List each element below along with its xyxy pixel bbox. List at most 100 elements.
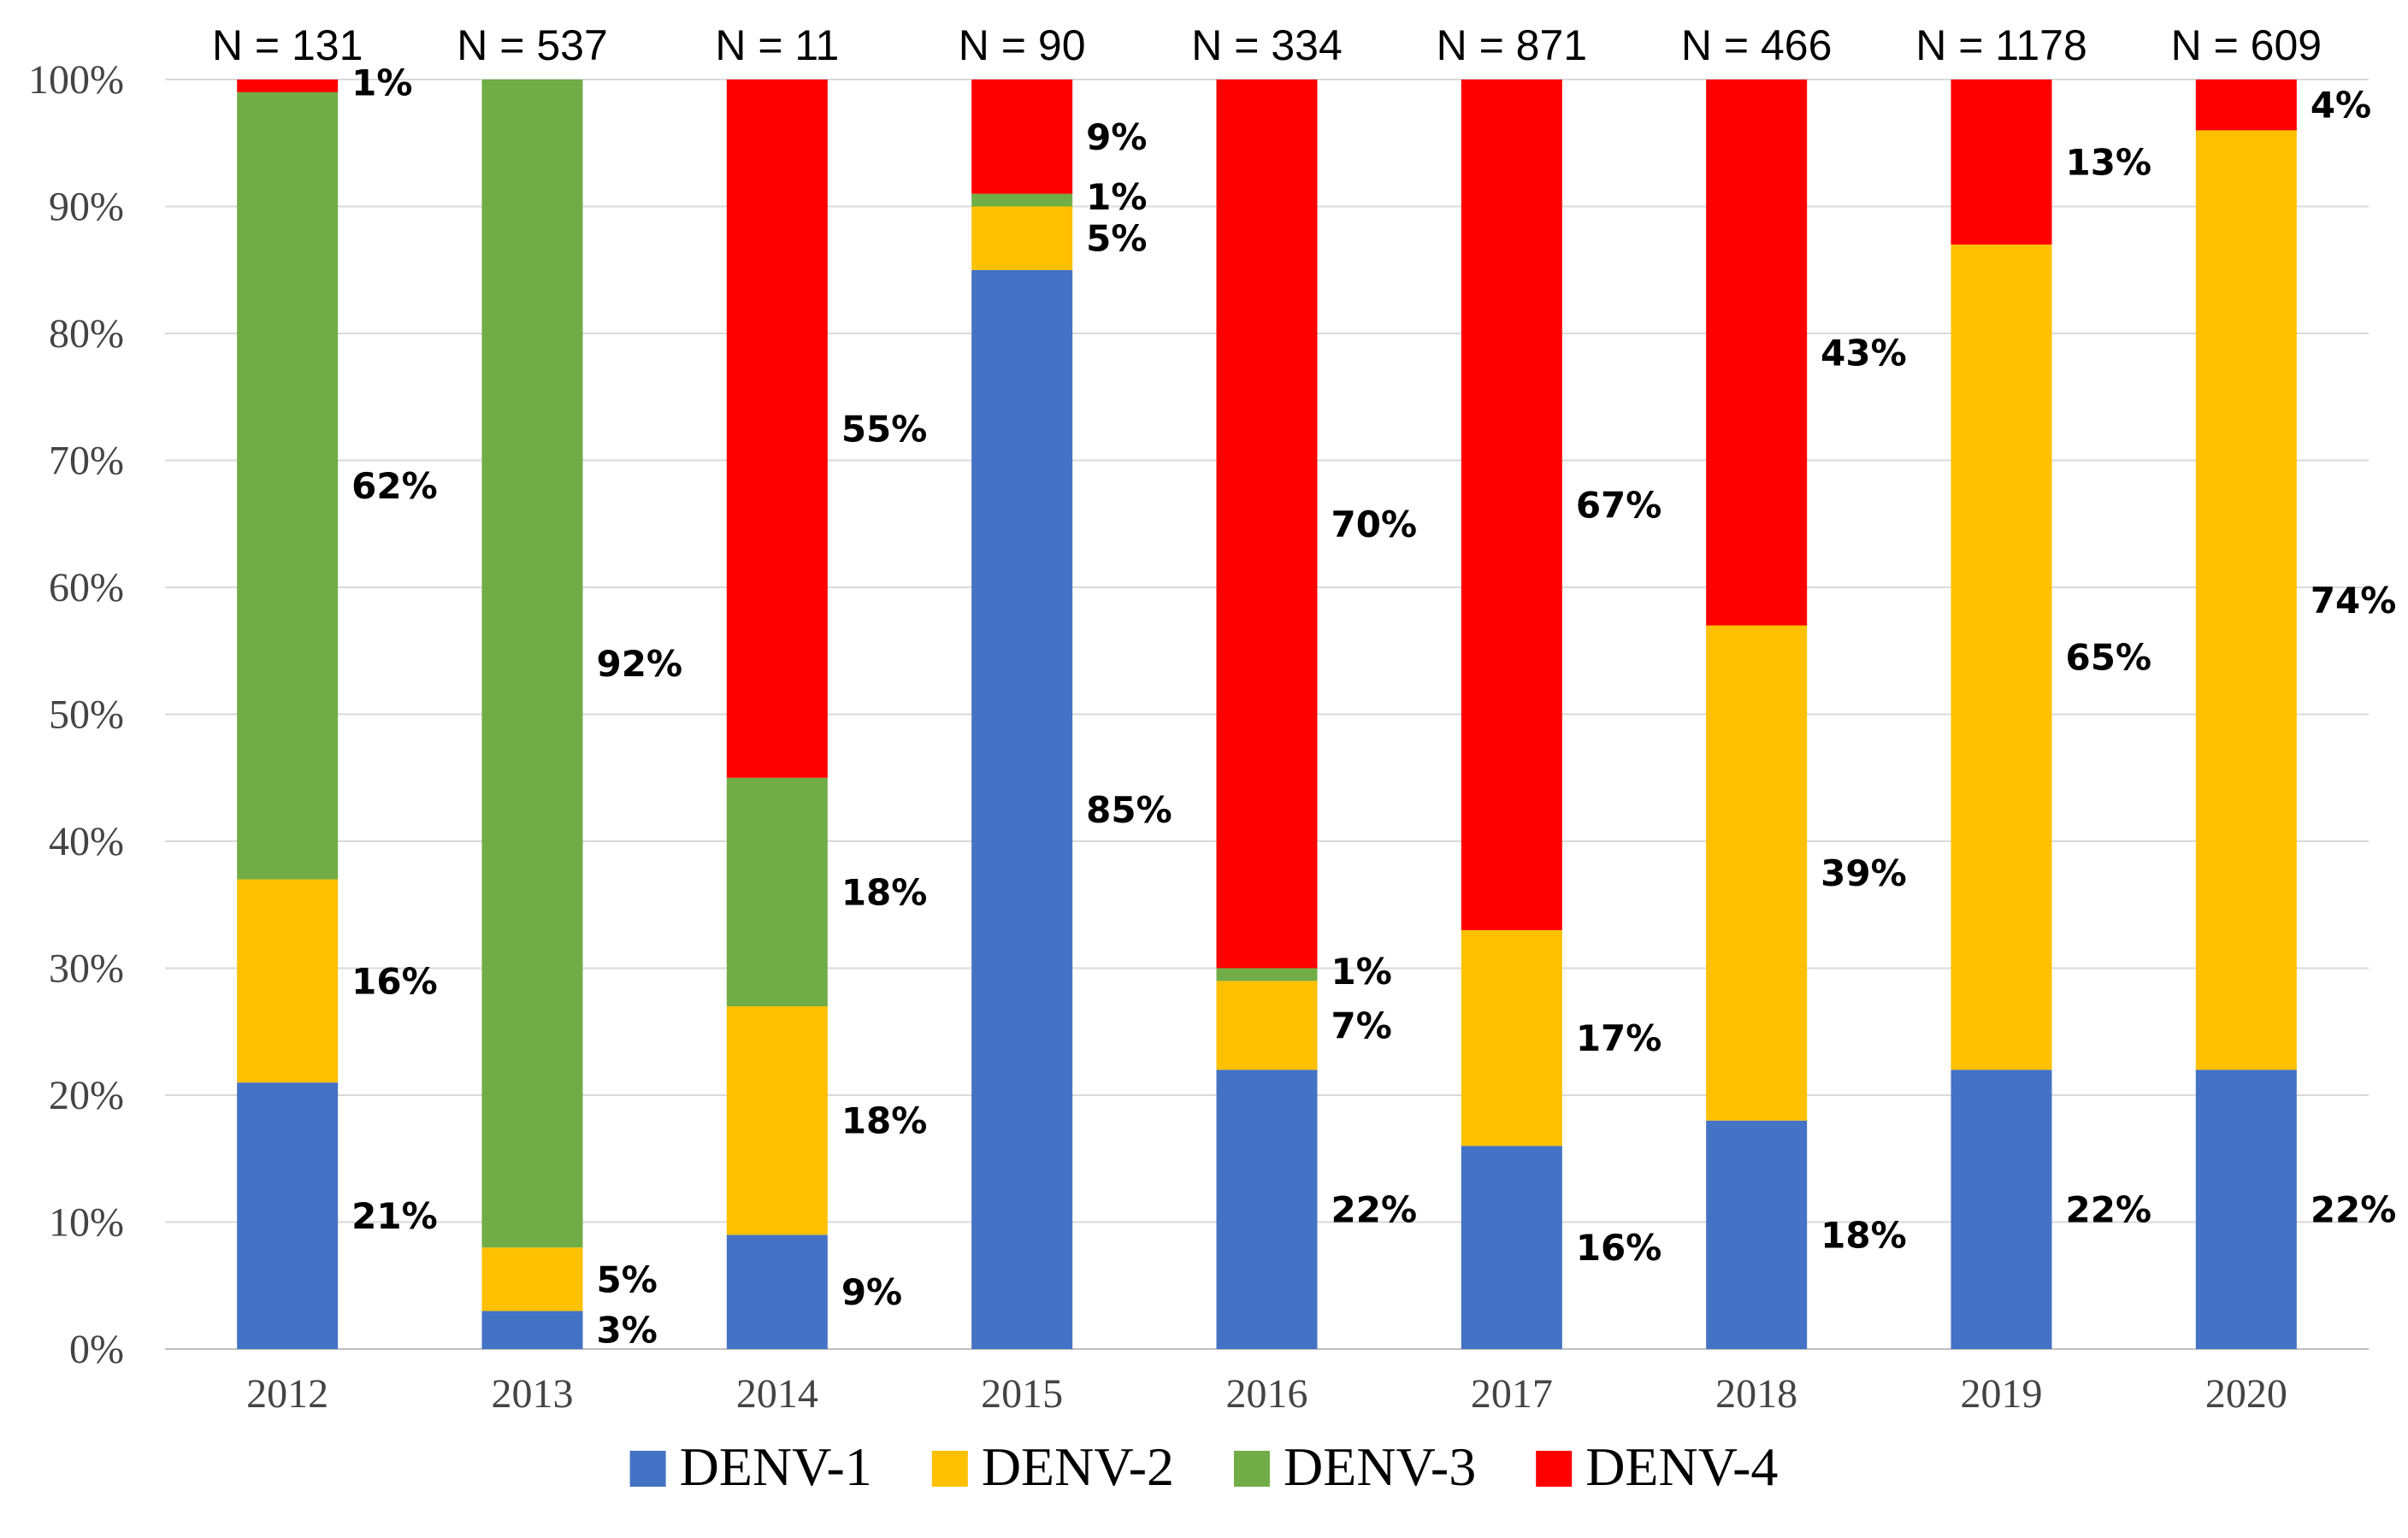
bar-denv-2-2016 — [1216, 981, 1318, 1070]
x-tick-label-2019: 2019 — [1961, 1371, 2043, 1417]
x-axis: 2012 2013 2014 2015 2016 2017 2018 2019 2020 — [246, 1371, 2287, 1417]
bar-denv-4-2020 — [2195, 80, 2297, 131]
y-tick-label: 90% — [49, 185, 124, 230]
bar-denv-2-2015 — [971, 206, 1073, 270]
legend-label-denv-1: DENV-1 — [680, 1436, 872, 1497]
bar-denv-3-2015 — [971, 193, 1073, 207]
sample-size-2019: N = 1178 — [1915, 21, 2087, 69]
bar-denv-4-2017 — [1461, 80, 1562, 930]
y-tick-label: 10% — [49, 1200, 124, 1246]
legend-item-denv-4: DENV-4 — [1536, 1436, 1778, 1497]
bar-denv-1-2014 — [726, 1235, 828, 1349]
data-label-denv-3-2013: 92% — [597, 643, 683, 685]
sample-size-2013: N = 537 — [457, 21, 608, 69]
legend-item-denv-2: DENV-2 — [931, 1436, 1174, 1497]
sample-size-2016: N = 334 — [1191, 21, 1343, 69]
data-label-denv-2-2018: 39% — [1821, 852, 1907, 894]
data-label-denv-1-2017: 16% — [1576, 1227, 1662, 1269]
data-label-denv-1-2016: 22% — [1331, 1189, 1418, 1231]
sample-size-2017: N = 871 — [1437, 21, 1588, 69]
y-tick-label: 50% — [49, 692, 124, 738]
data-label-denv-4-2020: 4% — [2311, 85, 2371, 127]
bar-denv-2-2019 — [1951, 245, 2052, 1070]
data-label-denv-4-2016: 70% — [1331, 504, 1418, 545]
x-tick-label-2014: 2014 — [736, 1371, 818, 1417]
data-label-denv-1-2013: 3% — [597, 1310, 658, 1352]
legend-swatch-denv-3 — [1234, 1451, 1270, 1487]
y-tick-label: 100% — [28, 57, 124, 103]
y-tick-label: 60% — [49, 565, 124, 610]
data-label-denv-3-2014: 18% — [841, 871, 928, 913]
data-label-denv-4-2017: 67% — [1576, 484, 1662, 526]
x-tick-label-2015: 2015 — [981, 1371, 1063, 1417]
bar-denv-2-2014 — [726, 1006, 828, 1235]
x-tick-label-2013: 2013 — [492, 1371, 574, 1417]
bar-denv-1-2012 — [237, 1082, 339, 1349]
bar-denv-4-2014 — [726, 80, 828, 778]
x-tick-label-2018: 2018 — [1715, 1371, 1797, 1417]
bar-denv-1-2015 — [971, 269, 1073, 1349]
data-label-denv-3-2015: 1% — [1086, 176, 1147, 218]
legend-swatch-denv-4 — [1536, 1451, 1573, 1487]
y-tick-label: 30% — [49, 946, 124, 992]
sample-size-2012: N = 131 — [212, 21, 363, 69]
bars — [237, 80, 2297, 1349]
y-tick-label: 20% — [49, 1073, 124, 1118]
bar-denv-1-2016 — [1216, 1070, 1318, 1349]
data-label-denv-2-2012: 16% — [351, 960, 438, 1002]
legend-label-denv-3: DENV-3 — [1284, 1436, 1476, 1497]
data-label-denv-4-2012: 1% — [351, 62, 412, 103]
data-label-denv-4-2019: 13% — [2066, 142, 2152, 184]
bar-denv-4-2018 — [1706, 80, 1808, 626]
legend-item-denv-3: DENV-3 — [1234, 1436, 1476, 1497]
bar-denv-1-2018 — [1706, 1120, 1808, 1349]
bar-denv-1-2020 — [2195, 1070, 2297, 1349]
bar-denv-4-2019 — [1951, 80, 2052, 245]
x-tick-label-2020: 2020 — [2205, 1371, 2287, 1417]
sample-size-2015: N = 90 — [959, 21, 1086, 69]
y-axis: 0% 10% 20% 30% 40% 50% 60% 70% 80% 90% 100% — [28, 57, 124, 1372]
data-label-denv-2-2013: 5% — [597, 1258, 658, 1300]
bar-denv-3-2012 — [237, 91, 339, 880]
sample-size-2020: N = 609 — [2171, 21, 2322, 69]
data-label-denv-1-2014: 9% — [841, 1271, 902, 1313]
bar-denv-4-2015 — [971, 80, 1073, 194]
data-label-denv-1-2018: 18% — [1821, 1214, 1907, 1256]
x-tick-label-2016: 2016 — [1226, 1371, 1308, 1417]
data-labels: 21%16%62%1%3%5%92%9%18%18%55%85%5%1%9%22… — [351, 62, 2396, 1351]
sample-size-labels: N = 131 N = 537 N = 11 N = 90 N = 334 N = 871… — [212, 21, 2322, 69]
data-label-denv-3-2016: 1% — [1331, 951, 1392, 993]
data-label-denv-1-2019: 22% — [2066, 1189, 2152, 1231]
x-tick-label-2017: 2017 — [1471, 1371, 1553, 1417]
bar-denv-3-2016 — [1216, 968, 1318, 981]
bar-denv-1-2017 — [1461, 1146, 1562, 1349]
data-label-denv-2-2019: 65% — [2066, 637, 2152, 679]
bar-denv-2-2020 — [2195, 130, 2297, 1070]
bar-denv-4-2016 — [1216, 80, 1318, 969]
x-tick-label-2012: 2012 — [246, 1371, 328, 1417]
legend-label-denv-4: DENV-4 — [1585, 1436, 1778, 1497]
data-label-denv-2-2017: 17% — [1576, 1017, 1662, 1059]
bar-denv-1-2019 — [1951, 1070, 2052, 1349]
bar-denv-3-2013 — [481, 80, 583, 1248]
legend-label-denv-2: DENV-2 — [982, 1436, 1174, 1497]
bar-denv-3-2014 — [726, 777, 828, 1007]
sample-size-2014: N = 11 — [715, 21, 839, 69]
data-label-denv-2-2020: 74% — [2311, 580, 2397, 622]
data-label-denv-2-2015: 5% — [1086, 218, 1147, 260]
bar-denv-1-2013 — [481, 1311, 583, 1349]
data-label-denv-4-2014: 55% — [841, 408, 928, 450]
legend-swatch-denv-2 — [931, 1451, 968, 1487]
y-tick-label: 70% — [49, 439, 124, 484]
data-label-denv-4-2015: 9% — [1086, 116, 1147, 158]
data-label-denv-2-2014: 18% — [841, 1100, 928, 1142]
legend-swatch-denv-1 — [629, 1451, 666, 1487]
data-label-denv-1-2020: 22% — [2311, 1189, 2397, 1231]
y-tick-label: 0% — [69, 1327, 124, 1372]
bar-denv-2-2012 — [237, 879, 339, 1083]
bar-denv-2-2017 — [1461, 929, 1562, 1146]
bar-denv-4-2012 — [237, 80, 339, 92]
y-tick-label: 80% — [49, 311, 124, 357]
legend: DENV-1 DENV-2 DENV-3 DENV-4 — [629, 1436, 1778, 1497]
